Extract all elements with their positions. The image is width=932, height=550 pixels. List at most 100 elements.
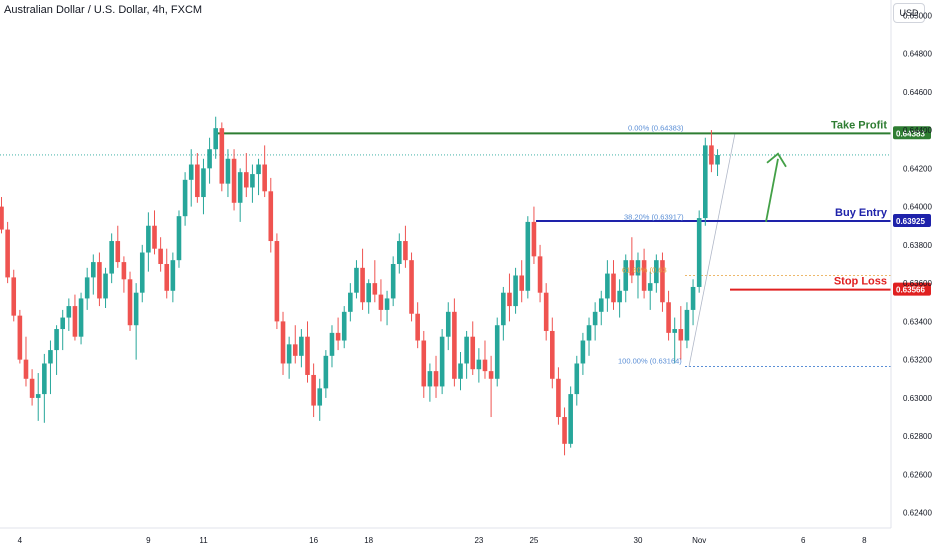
time-tick-label: 18: [364, 536, 373, 545]
candle-body: [262, 164, 267, 192]
candle-body: [127, 279, 133, 326]
price-tick-label: 0.64200: [903, 164, 932, 173]
candle-body: [317, 388, 323, 406]
candle-body: [84, 277, 90, 299]
candle-body: [139, 252, 145, 293]
price-tick-label: 0.62400: [903, 509, 932, 518]
candle-body: [703, 145, 708, 219]
fib-level-label: 0.00% (0.64383): [628, 123, 684, 132]
target-arrow-head: [766, 152, 787, 168]
trade-level-price-label: 0.64383: [896, 129, 925, 138]
candle-body: [445, 311, 451, 337]
price-tick-label: 0.63200: [903, 356, 932, 365]
candle-body: [617, 290, 622, 303]
candle-body: [5, 229, 10, 278]
candle-body: [525, 221, 531, 291]
currency-button[interactable]: USD: [893, 3, 925, 23]
candle-body: [35, 394, 41, 398]
candle-body: [494, 325, 500, 379]
trade-level-name: Stop Loss: [834, 276, 887, 288]
candle-body: [115, 241, 121, 263]
candle-body: [556, 378, 561, 418]
trade-level-price-box: [893, 282, 931, 296]
candle-body: [574, 363, 580, 395]
candle-body: [568, 394, 573, 444]
candle-body: [598, 298, 604, 312]
candle-body: [146, 225, 151, 253]
candle-body: [641, 260, 647, 291]
candle-body: [635, 260, 641, 276]
candle-body: [60, 317, 65, 330]
candle-body: [66, 306, 72, 318]
candle-body: [176, 216, 182, 261]
candle-body: [11, 277, 17, 316]
candle-body: [274, 241, 280, 322]
candle-body: [672, 329, 677, 333]
price-tick-label: 0.63000: [903, 394, 932, 403]
candle-body: [427, 371, 433, 387]
trade-level-name: Take Profit: [831, 119, 887, 131]
candle-body: [164, 264, 170, 291]
candle-body: [121, 262, 127, 280]
candle-body: [348, 292, 353, 312]
candle-body: [268, 191, 274, 242]
candle-body: [201, 168, 206, 198]
candle-body: [42, 363, 47, 395]
candle-body: [470, 336, 476, 370]
candle-body: [54, 329, 59, 351]
price-tick-label: 0.64600: [903, 88, 932, 97]
candle-body: [476, 359, 482, 370]
candle-body: [531, 221, 537, 257]
trade-level-price-box: [893, 126, 931, 140]
candle-body: [543, 292, 549, 331]
candle-body: [72, 306, 78, 337]
candle-body: [97, 262, 102, 299]
candle-body: [152, 225, 157, 249]
candle-body: [696, 218, 702, 287]
time-tick-label: 6: [801, 536, 806, 545]
candle-body: [17, 315, 23, 360]
candle-body: [91, 262, 96, 278]
time-tick-label: 8: [862, 536, 867, 545]
candle-body: [256, 164, 261, 175]
price-tick-label: 0.63800: [903, 241, 932, 250]
candle-body: [48, 350, 53, 364]
candle-body: [666, 302, 671, 333]
candle-body: [397, 241, 402, 264]
candle-body: [305, 336, 310, 375]
candle-layer: [0, 116, 720, 456]
candle-body: [421, 340, 427, 387]
level-layer: [214, 132, 891, 368]
candle-body: [158, 248, 163, 264]
candle-body: [678, 329, 684, 341]
fib-trend-line: [688, 133, 736, 367]
candle-body: [709, 145, 714, 165]
candle-body: [458, 363, 463, 379]
candle-body: [225, 158, 231, 184]
time-tick-label: 25: [529, 536, 538, 545]
candle-body: [501, 292, 506, 326]
price-tick-label: 0.63400: [903, 317, 932, 326]
candle-body: [611, 273, 616, 303]
time-tick-label: Nov: [692, 536, 706, 545]
candle-body: [323, 355, 329, 389]
candle-body: [170, 260, 176, 291]
candle-body: [244, 172, 249, 188]
candle-body: [195, 164, 200, 198]
annotation-layer: 0.00% (0.64383) 38.20% (0.63917) 61.80% (0…: [618, 119, 931, 366]
candle-body: [286, 344, 292, 364]
time-tick-label: 23: [474, 536, 483, 545]
candle-body: [329, 332, 335, 356]
fib-level-label: 100.00% (0.63164): [618, 357, 682, 366]
chart-title: Australian Dollar / U.S. Dollar, 4h, FXC…: [4, 4, 203, 16]
candle-body: [715, 154, 720, 165]
candle-body: [188, 164, 194, 180]
candle-body: [250, 174, 255, 188]
target-arrow-shaft: [765, 158, 779, 223]
candle-body: [537, 256, 543, 293]
candle-body: [213, 128, 218, 150]
candle-body: [29, 378, 35, 398]
candle-body: [109, 241, 114, 274]
